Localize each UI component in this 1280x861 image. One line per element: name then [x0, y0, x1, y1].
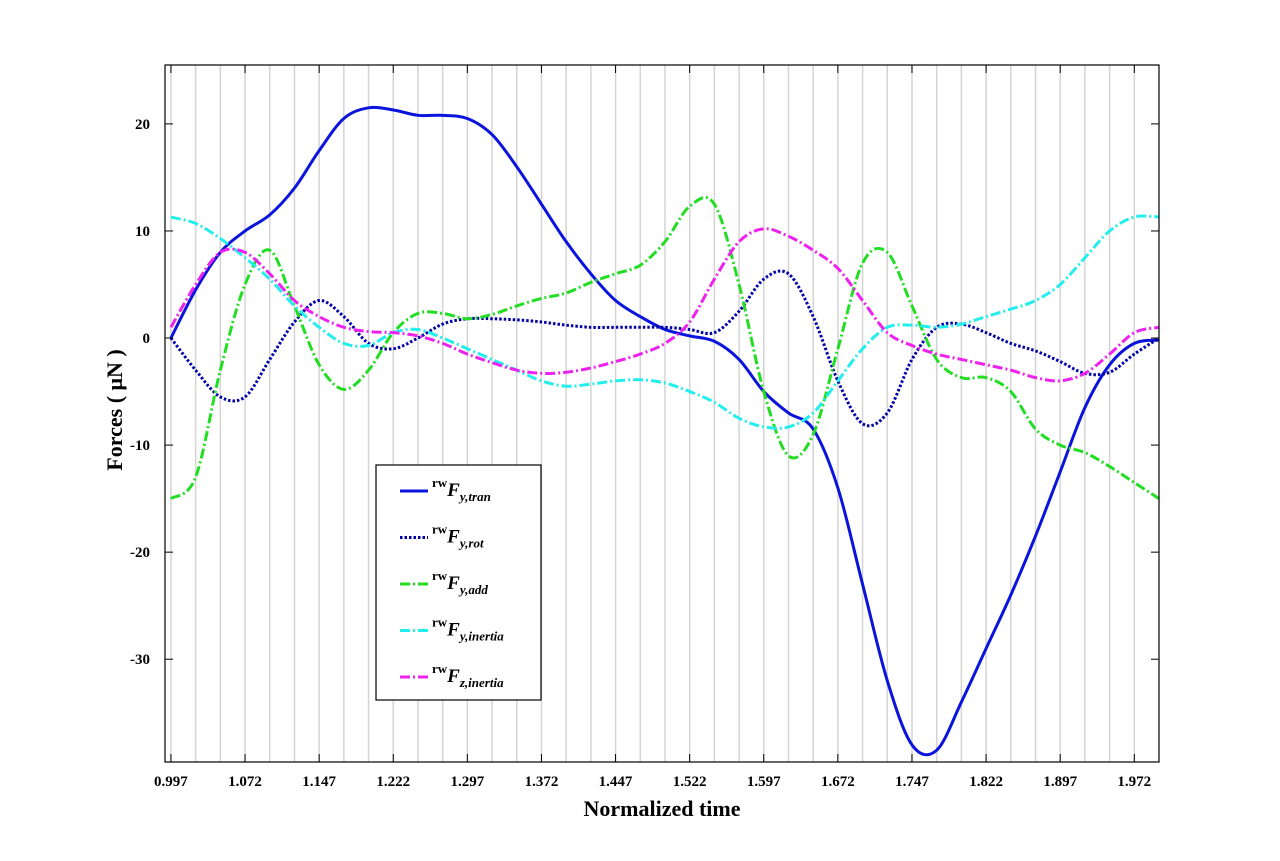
legend-label: rwFy,tran [432, 475, 491, 504]
legend-sup: rw [432, 615, 448, 630]
legend-sup: rw [432, 522, 448, 537]
x-tick-label: 0.997 [154, 774, 188, 790]
lines [169, 105, 1160, 757]
legend-sup: rw [432, 475, 448, 490]
legend-base: F [446, 573, 460, 594]
y-tick-label: -10 [130, 438, 150, 454]
legend-base: F [446, 480, 460, 501]
legend-base: F [446, 620, 460, 641]
series-line [170, 214, 1160, 430]
legend-base: F [446, 527, 460, 548]
plot-frame [164, 64, 1160, 763]
legend-sub: y,tran [458, 489, 491, 504]
x-axis-label: Normalized time [584, 796, 741, 821]
legend: rwFy,tranrwFy,rotrwFy,addrwFy,inertiarwF… [375, 464, 542, 701]
x-tick-label: 1.072 [228, 774, 262, 790]
x-tick-label: 1.447 [599, 774, 633, 790]
series-line [169, 196, 1160, 500]
x-tick-label: 1.672 [821, 774, 855, 790]
legend-sub: y,add [458, 582, 489, 597]
y-tick-label: 10 [135, 224, 150, 240]
legend-label: rwFy,rot [432, 522, 484, 551]
series-line [169, 269, 1160, 428]
legend-sup: rw [432, 568, 448, 583]
y-axis-label: Forces ( μN ) [102, 349, 127, 470]
x-tick-label: 1.972 [1117, 774, 1151, 790]
series-line [169, 105, 1160, 757]
y-tick-label: 20 [135, 117, 150, 133]
x-tick-label: 1.747 [895, 774, 929, 790]
y-tick-label: 0 [143, 331, 151, 347]
legend-label: rwFy,inertia [432, 615, 504, 644]
x-tick-label: 1.147 [302, 774, 336, 790]
x-tick-label: 1.822 [969, 774, 1003, 790]
legend-base: F [446, 666, 460, 687]
x-tick-label: 1.222 [376, 774, 410, 790]
y-tick-label: -30 [130, 652, 150, 668]
x-tick-label: 1.897 [1043, 774, 1077, 790]
x-tick-label: 1.522 [673, 774, 707, 790]
legend-sub: z,inertia [459, 675, 504, 690]
legend-label: rwFy,add [432, 568, 488, 597]
ticks: 0.997 1.072 1.147 1.222 1.297 1.372 1.447 1.522… [130, 65, 1159, 790]
x-tick-label: 1.597 [747, 774, 781, 790]
x-tick-label: 1.297 [450, 774, 484, 790]
legend-sub: y,inertia [458, 629, 504, 644]
legend-sub: y,rot [458, 536, 484, 551]
x-tick-label: 1.372 [525, 774, 559, 790]
legend-label: rwFz,inertia [432, 661, 504, 690]
legend-sup: rw [432, 661, 448, 676]
y-tick-label: -20 [130, 545, 150, 561]
series-line [169, 227, 1160, 383]
